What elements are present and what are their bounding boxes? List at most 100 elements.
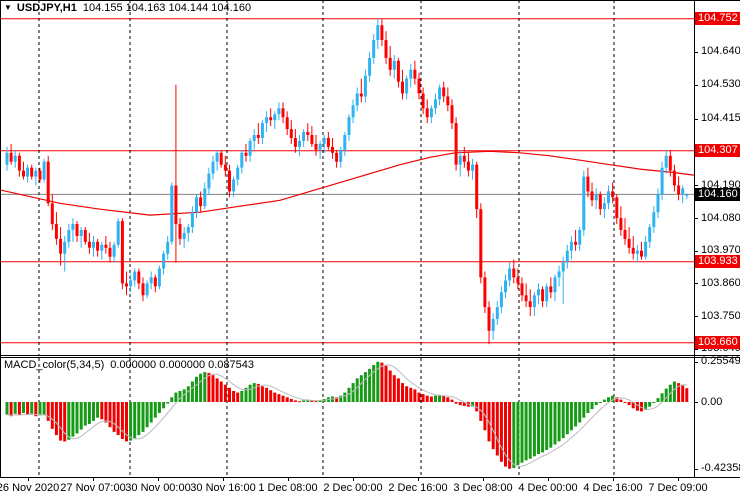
macd-bar	[537, 402, 540, 454]
candle-body	[458, 155, 462, 165]
macd-bar	[471, 402, 475, 407]
candle-body	[545, 286, 549, 302]
time-axis-label: 27 Nov 07:00	[60, 482, 126, 494]
candle-body	[602, 203, 606, 210]
macd-bar	[499, 402, 503, 462]
macd-bar	[120, 402, 124, 439]
candle-body	[450, 105, 454, 124]
macd-bar	[108, 402, 112, 428]
macd-bar	[656, 398, 660, 402]
macd-bar	[532, 402, 536, 457]
symbol-dropdown-icon[interactable]: ▼	[4, 3, 12, 12]
candle-body	[454, 123, 458, 165]
macd-bar	[75, 402, 79, 434]
macd-bar	[298, 401, 301, 403]
macd-indicator-name: MACD_color(5,34,5)	[4, 359, 105, 371]
macd-bar	[672, 381, 676, 402]
macd-bar	[421, 394, 425, 402]
macd-bar	[685, 388, 689, 402]
macd-bar	[79, 402, 83, 430]
macd-bar	[582, 402, 586, 418]
macd-bar	[260, 386, 264, 402]
macd-bar	[607, 397, 610, 402]
candle-body	[322, 138, 326, 144]
candle-body	[607, 191, 610, 204]
candle-body	[46, 161, 50, 204]
macd-bar	[9, 402, 13, 417]
macd-bar	[87, 402, 91, 424]
macd-bar	[339, 395, 343, 402]
candle-body	[574, 241, 578, 245]
candle-body	[491, 319, 495, 331]
macd-indicator-canvas[interactable]	[0, 358, 695, 477]
macd-bar	[125, 402, 128, 442]
candle-body	[640, 250, 643, 257]
candle-body	[277, 108, 281, 115]
macd-bar	[565, 402, 569, 435]
price-axis-line	[694, 0, 695, 478]
price-chart-canvas[interactable]	[0, 0, 695, 356]
candle-body	[232, 179, 236, 192]
macd-bar	[429, 396, 433, 402]
time-axis-tick	[28, 477, 29, 481]
candle-body	[182, 232, 186, 239]
macd-axis-tick	[694, 362, 698, 363]
macd-bar	[244, 387, 248, 402]
macd-bar	[195, 376, 198, 402]
macd-bar	[252, 383, 256, 402]
candle-body	[83, 230, 87, 242]
macd-bar	[207, 372, 211, 402]
candle-body	[5, 152, 9, 165]
time-axis-tick	[483, 477, 484, 481]
price-axis[interactable]: 104.640 104.530 104.415 104.190 104.080 103.9…	[694, 0, 740, 478]
candle-body	[54, 224, 58, 239]
candle-body	[265, 117, 269, 124]
macd-bar	[302, 400, 306, 402]
macd-bar	[141, 402, 145, 432]
candle-body	[310, 135, 314, 144]
chart-border-left	[0, 0, 1, 478]
macd-bar	[96, 402, 100, 418]
macd-bar	[602, 399, 606, 402]
macd-bar	[627, 402, 631, 406]
candle-body	[331, 146, 334, 153]
candle-body	[598, 194, 602, 210]
price-axis-tick	[694, 85, 698, 86]
macd-bar	[516, 402, 520, 465]
macd-bar	[343, 392, 347, 402]
candle-body	[145, 283, 149, 296]
candle-body	[273, 114, 277, 121]
candle-body	[541, 289, 545, 302]
macd-bar	[232, 391, 236, 402]
macd-bar	[116, 402, 120, 436]
candle-body	[421, 93, 425, 109]
macd-bar	[199, 373, 203, 402]
time-axis-tick	[678, 477, 679, 481]
candle-body	[512, 268, 516, 278]
macd-bar	[59, 402, 63, 441]
macd-bar	[417, 392, 421, 402]
time-axis-tick	[548, 477, 549, 481]
candle-body	[125, 283, 128, 287]
candle-body	[96, 241, 100, 251]
macd-bar	[240, 391, 244, 402]
candle-body	[30, 167, 34, 177]
time-axis[interactable]: 26 Nov 2020 27 Nov 07:00 30 Nov 00:00 30 No…	[0, 477, 740, 500]
macd-bar	[133, 402, 137, 439]
macd-bar	[541, 402, 545, 453]
candle-body	[565, 250, 569, 263]
candle-body	[668, 155, 672, 171]
macd-bar	[660, 393, 664, 402]
price-axis-label: 103.750	[701, 310, 740, 322]
candle-body	[314, 143, 318, 150]
candle-body	[611, 191, 615, 198]
candle-body	[108, 247, 112, 257]
macd-bar	[640, 402, 643, 412]
candle-body	[409, 69, 413, 79]
macd-bar	[561, 402, 565, 439]
macd-bar	[392, 375, 396, 402]
candle-body	[153, 277, 157, 287]
candle-body	[586, 176, 590, 192]
macd-bar	[166, 402, 170, 404]
macd-bar	[26, 402, 30, 415]
